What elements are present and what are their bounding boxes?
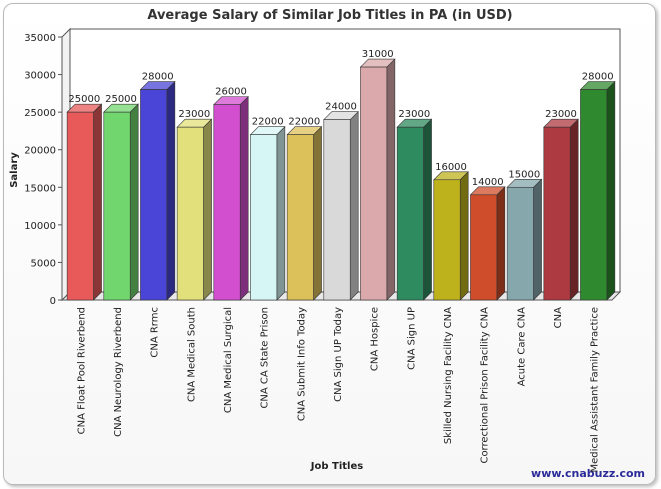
category-label: Medical Assistant Family Practice <box>590 307 601 473</box>
category-label: CNA CA State Prison <box>260 307 271 409</box>
bar <box>579 80 616 301</box>
bar <box>139 80 176 301</box>
category-label: CNA Sign UP Today <box>333 307 344 402</box>
bar-front <box>66 111 94 301</box>
category-label: CNA Sign UP <box>406 307 417 370</box>
category-label: CNA Medical Surgical <box>223 307 234 413</box>
bar-front <box>140 89 168 301</box>
bar-side <box>203 118 212 301</box>
data-label: 23000 <box>178 109 210 120</box>
bar <box>543 118 579 301</box>
y-tick-label: 15000 <box>24 183 56 194</box>
bar-front <box>506 186 534 301</box>
bar <box>213 95 249 301</box>
bar-front <box>543 126 571 301</box>
category-label: CNA <box>553 307 564 328</box>
chart-title: Average Salary of Similar Job Titles in … <box>147 8 512 23</box>
bar <box>469 186 506 301</box>
data-label: 31000 <box>362 49 394 60</box>
bar-front <box>470 194 498 301</box>
bar-front <box>580 89 608 301</box>
bar-front <box>176 126 204 301</box>
data-label: 25000 <box>105 94 137 105</box>
bar-side <box>386 58 396 301</box>
bar-front <box>286 134 314 301</box>
bar-side <box>533 178 542 301</box>
bar-side <box>569 118 579 301</box>
x-axis-label: Job Titles <box>310 461 363 472</box>
data-label: 28000 <box>142 72 174 83</box>
data-label: 14000 <box>472 177 504 188</box>
y-tick-label: 35000 <box>24 33 56 44</box>
bar-front <box>433 179 461 301</box>
plot-area: 0 5000 10000 15000 20000 25000 30000 35000 25000… <box>24 27 622 473</box>
bar <box>506 178 543 301</box>
category-label: Skilled Nursing Facility CNA <box>443 307 454 444</box>
data-label: 28000 <box>582 72 614 83</box>
category-label: CNA Float Pool Riverbend <box>76 307 87 434</box>
bar <box>66 103 103 301</box>
category-label: CNA Medical South <box>186 307 197 402</box>
bar-front <box>323 119 351 301</box>
bar-front <box>360 66 388 301</box>
data-label: 23000 <box>545 109 577 120</box>
category-label: Correctional Prison Facility CNA <box>480 307 491 464</box>
bar-side <box>496 186 506 301</box>
bar-side <box>313 125 322 301</box>
data-label: 16000 <box>435 162 467 173</box>
category-label: CNA Submit Info Today <box>296 307 307 421</box>
bar-side <box>239 95 249 301</box>
bar-side <box>423 118 432 301</box>
y-tick-label: 20000 <box>24 146 56 157</box>
bar <box>323 110 359 301</box>
bar <box>249 125 286 301</box>
y-tick-label: 25000 <box>24 108 56 119</box>
data-label: 26000 <box>215 87 247 98</box>
data-label: 22000 <box>288 117 320 128</box>
data-label: 24000 <box>325 102 357 113</box>
bar-front <box>103 111 131 301</box>
y-tick-label: 30000 <box>24 71 56 82</box>
bar-side <box>349 110 359 301</box>
category-label: CNA Rrmc <box>150 307 161 358</box>
data-label: 15000 <box>508 169 540 180</box>
bar-side <box>276 125 286 301</box>
y-tick-label: 5000 <box>31 258 56 269</box>
bar-front <box>250 134 278 301</box>
bar-side <box>459 171 469 301</box>
watermark: www.cnabuzz.com <box>531 467 645 480</box>
data-label: 23000 <box>398 109 430 120</box>
y-axis-label: Salary <box>9 152 20 188</box>
bar-side <box>129 103 139 301</box>
bar <box>433 171 469 301</box>
bar-side <box>606 80 616 301</box>
category-label: CNA Hospice <box>370 307 381 371</box>
y-tick-label: 0 <box>50 296 56 307</box>
bar-front <box>396 126 424 301</box>
bar <box>359 58 396 301</box>
bar-front <box>213 104 241 301</box>
bar <box>396 118 433 301</box>
bar <box>286 125 323 301</box>
bar <box>103 103 139 301</box>
bar-side <box>93 103 102 301</box>
bar-side <box>166 80 176 301</box>
data-label: 22000 <box>252 117 284 128</box>
bar <box>176 118 213 301</box>
data-label: 25000 <box>68 94 100 105</box>
y-tick-label: 10000 <box>24 221 56 232</box>
category-label: CNA Neurology Riverbend <box>113 307 124 437</box>
category-label: Acute Care CNA <box>516 307 527 387</box>
